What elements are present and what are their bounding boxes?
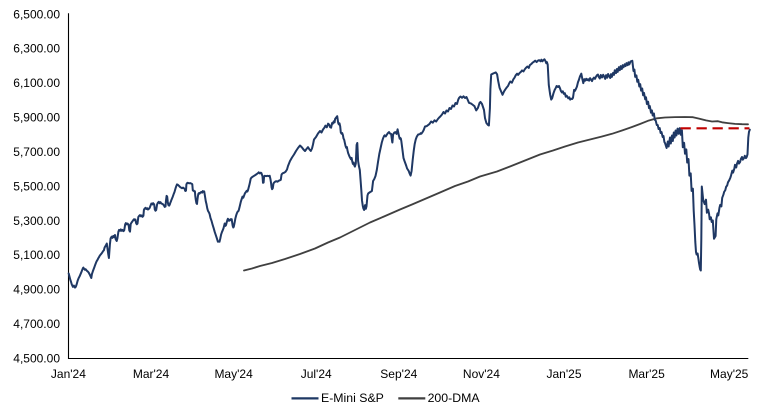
svg-text:Sep'24: Sep'24 (380, 367, 417, 381)
svg-text:Jul'24: Jul'24 (301, 367, 332, 381)
svg-text:E-Mini S&P: E-Mini S&P (321, 391, 384, 405)
svg-text:Mar'25: Mar'25 (628, 367, 665, 381)
svg-text:5,300.00: 5,300.00 (13, 214, 60, 228)
svg-text:4,900.00: 4,900.00 (13, 283, 60, 297)
svg-text:5,700.00: 5,700.00 (13, 145, 60, 159)
svg-text:Nov'24: Nov'24 (463, 367, 500, 381)
svg-text:200-DMA: 200-DMA (428, 391, 481, 405)
svg-text:Jan'24: Jan'24 (51, 367, 86, 381)
svg-text:May'24: May'24 (214, 367, 253, 381)
svg-text:Jan'25: Jan'25 (547, 367, 582, 381)
svg-text:6,300.00: 6,300.00 (13, 42, 60, 56)
svg-text:4,500.00: 4,500.00 (13, 352, 60, 366)
svg-text:Mar'24: Mar'24 (133, 367, 170, 381)
svg-text:May'25: May'25 (710, 367, 749, 381)
svg-text:5,100.00: 5,100.00 (13, 248, 60, 262)
svg-text:6,100.00: 6,100.00 (13, 76, 60, 90)
svg-text:5,900.00: 5,900.00 (13, 111, 60, 125)
svg-text:5,500.00: 5,500.00 (13, 179, 60, 193)
svg-text:6,500.00: 6,500.00 (13, 7, 60, 21)
svg-text:4,700.00: 4,700.00 (13, 317, 60, 331)
